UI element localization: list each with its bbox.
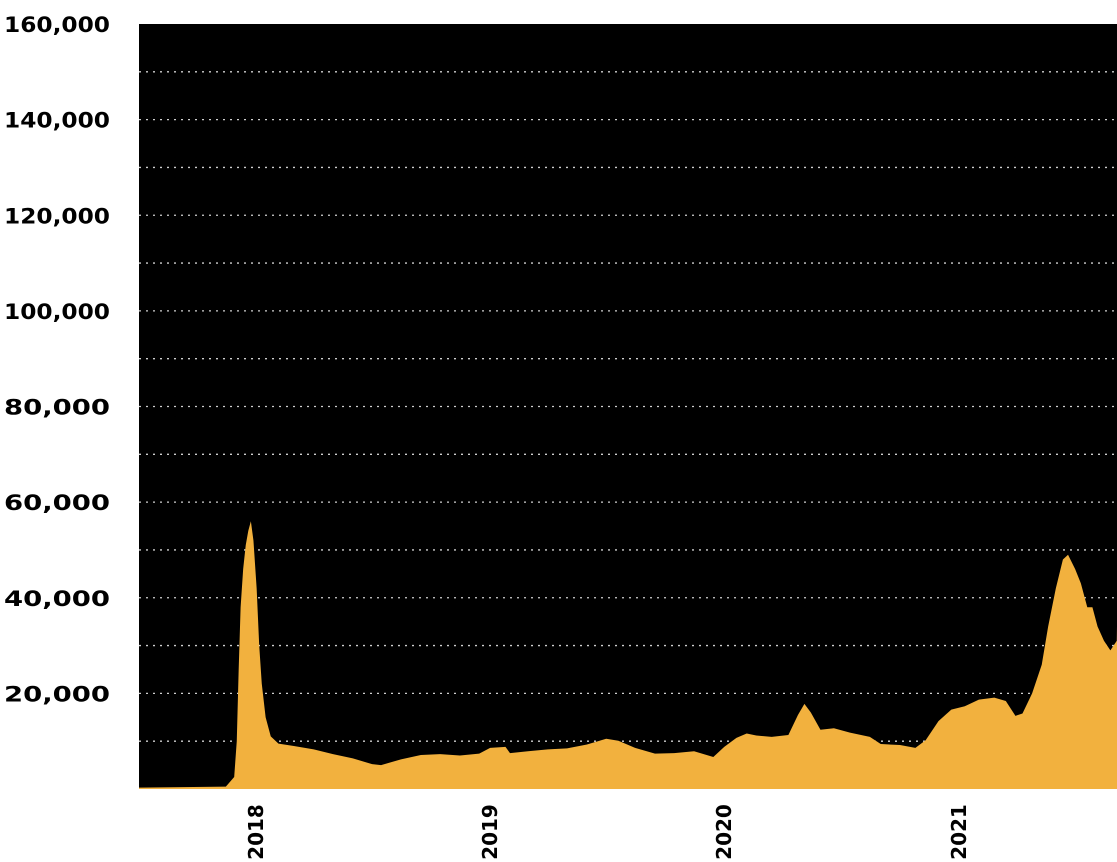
plot-background: [139, 24, 1117, 789]
y-tick-label: 100,000: [4, 300, 110, 324]
y-tick-label: 120,000: [4, 204, 110, 228]
x-tick-label: 2019: [478, 804, 502, 860]
x-tick-label: 2020: [712, 804, 736, 860]
x-tick-label: 2018: [244, 804, 268, 860]
y-tick-label: 160,000: [4, 13, 110, 37]
y-tick-label: 60,000: [4, 491, 110, 515]
y-tick-label: 20,000: [4, 682, 110, 706]
y-tick-label: 80,000: [4, 396, 110, 420]
x-axis-tick-labels: 2018 2019 2020 2021: [244, 804, 971, 860]
series-area: [139, 181, 1117, 789]
gridlines: [139, 71, 1117, 742]
x-tick-label: 2021: [947, 804, 971, 860]
y-tick-label: 40,000: [4, 587, 110, 611]
y-axis-tick-labels: 160,000 140,000 120,000 100,000 80,000 60,000…: [4, 13, 110, 706]
y-tick-label: 140,000: [4, 109, 110, 133]
